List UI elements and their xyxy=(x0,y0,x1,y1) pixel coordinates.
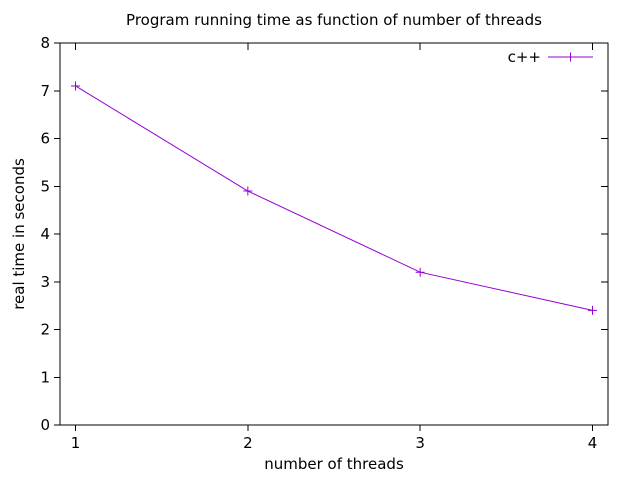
y-tick-label: 3 xyxy=(40,273,50,291)
series-line xyxy=(75,85,593,311)
y-tick-label: 2 xyxy=(40,321,50,339)
y-tick-label: 6 xyxy=(40,130,50,148)
legend-label: c++ xyxy=(508,48,541,66)
chart-title: Program running time as function of numb… xyxy=(126,11,542,29)
y-tick-label: 4 xyxy=(40,225,50,243)
y-tick-label: 5 xyxy=(40,177,50,195)
y-tick-label: 0 xyxy=(40,416,50,434)
y-tick-label: 7 xyxy=(40,82,50,100)
data-point-marker xyxy=(243,186,253,196)
x-tick-label: 2 xyxy=(243,434,253,452)
plot-border xyxy=(59,42,609,426)
y-tick-label: 1 xyxy=(40,368,50,386)
y-tick-label: 8 xyxy=(40,34,50,52)
x-tick-label: 1 xyxy=(71,434,81,452)
legend-marker xyxy=(566,52,575,62)
data-point-marker xyxy=(415,267,425,277)
x-tick-label: 4 xyxy=(588,434,598,452)
data-point-marker xyxy=(71,81,81,91)
data-point-marker xyxy=(587,305,597,315)
x-tick-label: 3 xyxy=(415,434,425,452)
x-axis-label: number of threads xyxy=(264,455,404,473)
